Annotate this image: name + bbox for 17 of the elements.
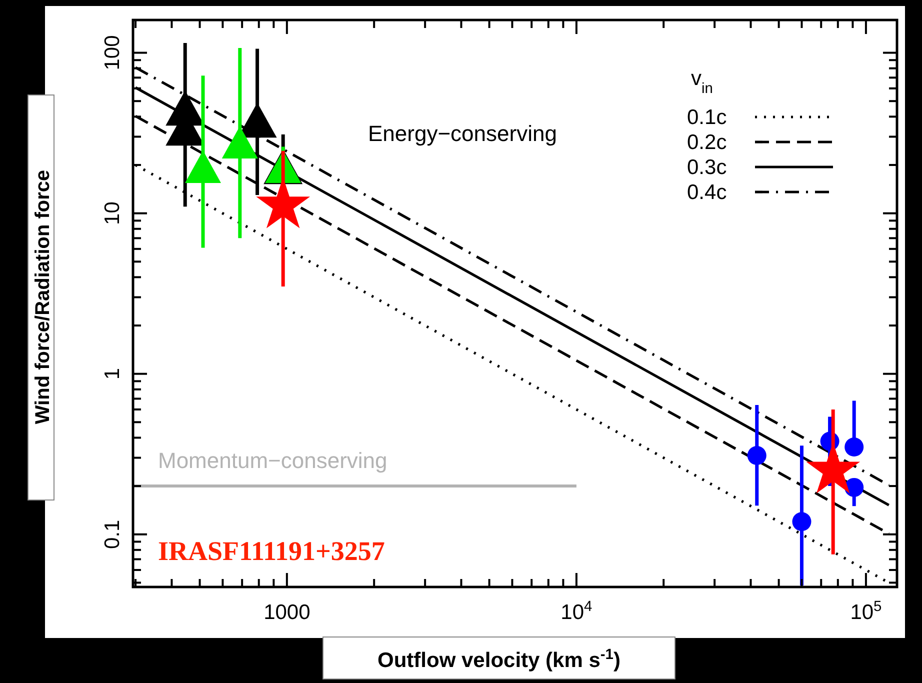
x-axis-title: Outflow velocity (km s$^{-1}$)	[378, 647, 620, 672]
x-tick-label: 10$^{4}$	[560, 599, 592, 624]
legend-label: 0.4c	[687, 181, 727, 204]
annotation: Energy−conserving	[368, 121, 557, 146]
annotation: IRASF111191+3257	[158, 536, 385, 566]
series-label: Momentum−conserving	[158, 448, 388, 474]
y-tick-label: 1	[101, 368, 124, 380]
x-tick-label: 10$^{5}$	[850, 599, 882, 624]
legend-title: v$_{in}$	[691, 67, 713, 97]
y-tick-label: 10	[101, 202, 124, 225]
x-tick-label: 1000	[264, 601, 310, 624]
legend-label: 0.1c	[687, 106, 727, 129]
y-tick-label: 0.1	[101, 520, 124, 549]
y-axis-title: Wind force/Radiation force	[32, 170, 54, 424]
legend-label: 0.3c	[687, 156, 727, 179]
y-tick-label: 100	[101, 35, 124, 70]
legend-label: 0.2c	[687, 131, 727, 154]
